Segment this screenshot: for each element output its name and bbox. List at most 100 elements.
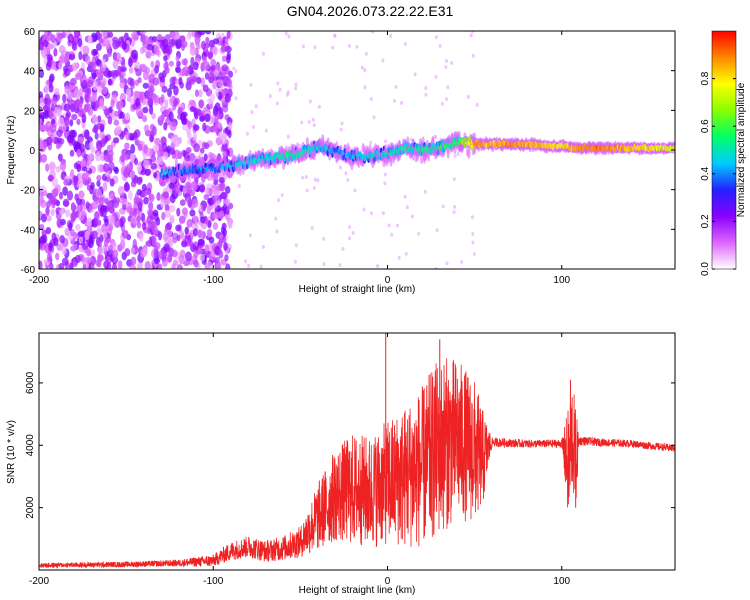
spectrogram-cell bbox=[469, 33, 473, 38]
spectrogram-cell bbox=[184, 181, 191, 191]
spectrogram-cell bbox=[237, 183, 241, 188]
spectrogram-cell bbox=[75, 223, 81, 232]
spectrogram-cell bbox=[146, 215, 154, 224]
colorbar-tick-label: 0.4 bbox=[700, 166, 711, 180]
spectrogram-cell bbox=[130, 256, 137, 266]
spectrogram-cell bbox=[141, 183, 148, 192]
spectrogram-cell bbox=[164, 99, 169, 109]
spectrogram-cell bbox=[190, 56, 195, 67]
spectrogram-cell bbox=[70, 228, 75, 237]
spectrogram-cell bbox=[87, 80, 94, 88]
spectrogram-cell bbox=[113, 137, 120, 144]
spectrogram-cell bbox=[140, 212, 146, 223]
spectrogram-cell bbox=[63, 68, 71, 77]
colorbar-tick-label: 0.0 bbox=[700, 262, 711, 276]
spectrogram-cell bbox=[90, 182, 95, 190]
spectrogram-cell bbox=[97, 240, 102, 248]
spectrogram-cell bbox=[67, 33, 75, 44]
spectrogram-cell bbox=[146, 44, 154, 51]
spectrogram-cell bbox=[101, 58, 106, 68]
spectrogram-cell bbox=[198, 89, 203, 98]
spectrogram-cell bbox=[313, 177, 317, 182]
spectrogram-cell bbox=[84, 171, 90, 180]
spectrogram-cell bbox=[219, 181, 226, 192]
spectrogram-cell bbox=[383, 172, 387, 177]
spectrogram-cell bbox=[203, 142, 210, 150]
spectrogram-cell bbox=[70, 103, 76, 113]
spectrogram-y-tick-label: 0 bbox=[29, 146, 35, 157]
spectrogram-cell bbox=[76, 198, 82, 206]
spectrogram-cell bbox=[77, 230, 85, 237]
spectrogram-cell bbox=[57, 117, 65, 128]
spectrogram-cell bbox=[220, 44, 227, 53]
spectrogram-cell bbox=[53, 237, 59, 247]
spectrogram-cell bbox=[129, 264, 137, 269]
spectrogram-cell bbox=[138, 201, 143, 212]
spectrogram-cell bbox=[192, 215, 198, 223]
spectrogram-cell bbox=[119, 239, 126, 250]
spectrogram-cell bbox=[169, 215, 175, 224]
spectrogram-cell bbox=[434, 35, 438, 40]
spectrogram-cell bbox=[221, 32, 225, 37]
spectrogram-cell bbox=[63, 103, 71, 112]
spectrogram-cell bbox=[90, 61, 97, 71]
spectrogram-cell bbox=[208, 39, 215, 48]
spectrogram-cell bbox=[424, 92, 428, 97]
spectrogram-cell bbox=[311, 117, 315, 122]
spectrogram-cell bbox=[192, 75, 197, 83]
spectrogram-cell bbox=[187, 120, 193, 130]
spectrogram-cell bbox=[409, 137, 413, 142]
spectrogram-cell bbox=[142, 70, 149, 81]
spectrogram-cell bbox=[86, 250, 92, 257]
spectrogram-cell bbox=[175, 55, 180, 62]
spectrogram-cell bbox=[222, 150, 228, 158]
snr-x-ticks: -200 -100 0 100 bbox=[29, 333, 571, 587]
spectrogram-cell bbox=[160, 114, 165, 122]
spectrogram-cell bbox=[140, 63, 147, 71]
spectrogram-cell bbox=[129, 152, 135, 163]
spectrogram-cell bbox=[180, 43, 185, 52]
spectrogram-cell bbox=[147, 96, 152, 106]
colorbar-frame bbox=[711, 30, 737, 270]
spectrogram-cell bbox=[163, 55, 168, 62]
spectrogram-cell bbox=[200, 216, 206, 224]
spectrogram-cell bbox=[125, 88, 132, 98]
spectrogram-cell bbox=[370, 211, 374, 216]
spectrogram-cell bbox=[124, 112, 131, 121]
spectrogram-cell bbox=[435, 228, 439, 233]
spectrogram-cell bbox=[76, 179, 84, 189]
spectrogram-cell bbox=[55, 252, 60, 261]
spectrogram-cell bbox=[73, 176, 78, 186]
spectrogram-cell bbox=[168, 38, 176, 48]
spectrogram-cell bbox=[136, 221, 142, 229]
spectrogram-cell bbox=[76, 203, 83, 213]
spectrogram-cell bbox=[294, 82, 298, 87]
spectrogram-cell bbox=[197, 247, 203, 254]
spectrogram-cell bbox=[39, 185, 46, 192]
spectrogram-cell bbox=[205, 36, 210, 44]
spectrogram-cell bbox=[96, 228, 103, 236]
spectrogram-cell bbox=[146, 39, 154, 47]
spectrogram-cell bbox=[77, 37, 83, 48]
spectrogram-cell bbox=[101, 208, 107, 218]
spectrogram-cell bbox=[129, 78, 135, 86]
spectrogram-cell bbox=[121, 229, 129, 239]
spectrogram-cell bbox=[55, 142, 61, 150]
spectrogram-cell bbox=[293, 259, 297, 264]
spectrogram-cell bbox=[214, 102, 221, 112]
spectrogram-cell bbox=[153, 45, 160, 56]
spectrogram-cell bbox=[139, 233, 144, 242]
spectrogram-cell bbox=[161, 211, 166, 221]
spectrogram-cell bbox=[171, 249, 178, 258]
spectrogram-cell bbox=[221, 136, 227, 145]
spectrogram-cell bbox=[131, 31, 138, 39]
spectrogram-cell bbox=[95, 188, 103, 198]
spectrogram-cell bbox=[152, 125, 157, 136]
spectrogram-cell bbox=[151, 35, 158, 43]
spectrogram-cell bbox=[194, 37, 200, 47]
spectrogram-cell bbox=[471, 240, 475, 245]
spectrogram-cell bbox=[214, 69, 219, 77]
spectrogram-cell bbox=[91, 217, 99, 228]
spectrogram-cell bbox=[165, 45, 173, 55]
spectrogram-cell bbox=[85, 201, 90, 210]
